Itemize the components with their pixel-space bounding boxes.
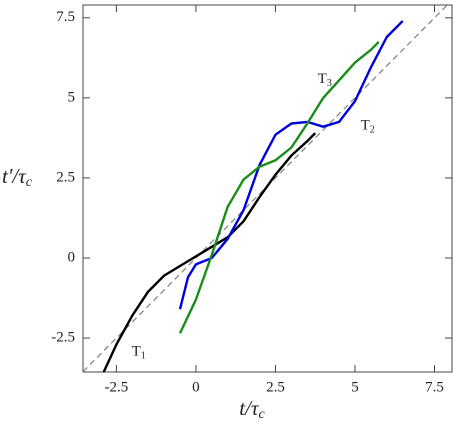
x-label-sub: c (258, 407, 265, 422)
y-label-main: t′/τ (2, 164, 27, 188)
series-sub: 2 (370, 125, 375, 136)
y-tick-label: 2.5 (56, 169, 75, 185)
series-sub: 1 (141, 351, 146, 362)
x-axis-label: t/τc (239, 396, 265, 422)
series-line (102, 132, 317, 372)
series-label: T2 (361, 118, 375, 136)
series-name: T (318, 71, 327, 87)
plot-frame (82, 4, 453, 373)
x-label-main: t/τ (239, 396, 260, 420)
series-line (178, 20, 404, 310)
series-name: T (361, 118, 370, 134)
x-tick-label: 5 (351, 379, 359, 395)
series-name: T (132, 344, 141, 360)
series-sub: 3 (327, 78, 332, 89)
x-tick-label: -2.5 (105, 379, 129, 395)
x-tick-label: 2.5 (266, 379, 285, 395)
x-tick-label: 0 (192, 379, 200, 395)
y-tick-label: 7.5 (56, 9, 75, 25)
x-tick-label: 7.5 (425, 379, 444, 395)
series-label: T1 (132, 344, 146, 362)
y-tick-label: -2.5 (51, 329, 75, 345)
y-tick-label: 0 (68, 249, 76, 265)
series-line (178, 40, 380, 334)
y-label-sub: c (26, 175, 33, 190)
series-label: T3 (318, 71, 332, 89)
diagonal (83, 5, 448, 372)
y-axis-label: t′/τc (2, 164, 33, 190)
y-tick-label: 5 (68, 89, 76, 105)
